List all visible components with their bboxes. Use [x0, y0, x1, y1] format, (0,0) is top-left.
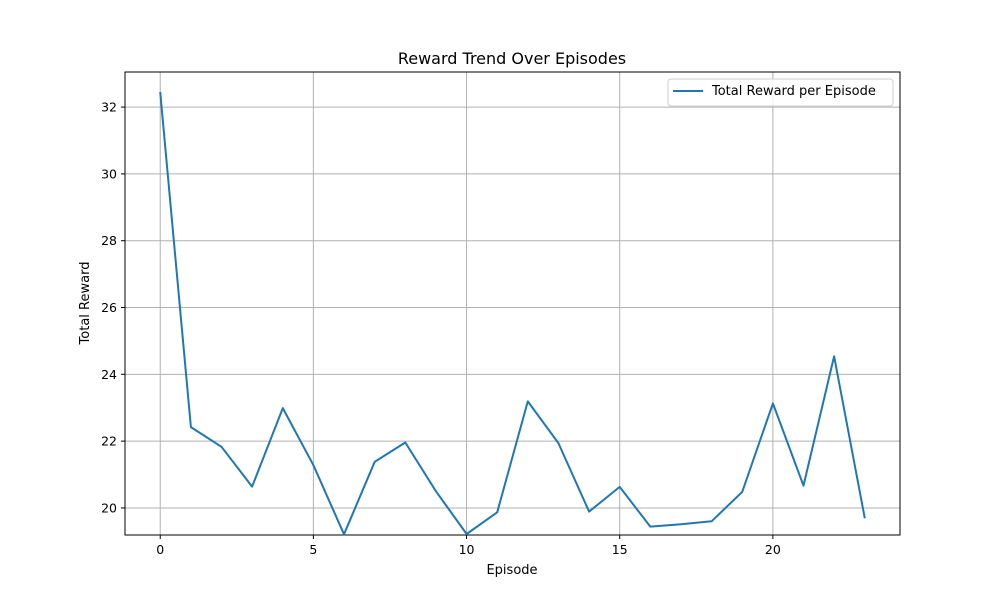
y-tick-label: 32 [101, 100, 117, 115]
series-layer [159, 91, 866, 536]
y-tick-label: 26 [101, 300, 117, 315]
y-tick-label: 22 [101, 434, 117, 449]
series-line [159, 91, 866, 536]
x-tick-label: 10 [459, 542, 475, 557]
x-tick-label: 0 [156, 542, 164, 557]
grid-lines [125, 72, 900, 535]
x-axis-label: Episode [486, 563, 537, 578]
legend-entry-label: Total Reward per Episode [711, 84, 876, 99]
x-tick-label: 15 [612, 542, 628, 557]
plot-area-frame [124, 71, 901, 536]
legend-box [667, 78, 894, 107]
y-tick-label: 28 [101, 233, 117, 248]
x-tick-label: 20 [765, 542, 781, 557]
legend: Total Reward per Episode [667, 78, 894, 107]
y-tick-label: 30 [101, 166, 117, 181]
y-tick-label: 20 [101, 500, 117, 515]
chart-title: Reward Trend Over Episodes [398, 49, 626, 68]
y-axis: 20 22 24 26 28 30 32 [101, 100, 125, 515]
y-axis-label: Total Reward [78, 262, 93, 346]
y-tick-label: 24 [101, 367, 117, 382]
x-axis: 0 5 10 15 20 [156, 535, 781, 557]
x-tick-label: 5 [309, 542, 317, 557]
